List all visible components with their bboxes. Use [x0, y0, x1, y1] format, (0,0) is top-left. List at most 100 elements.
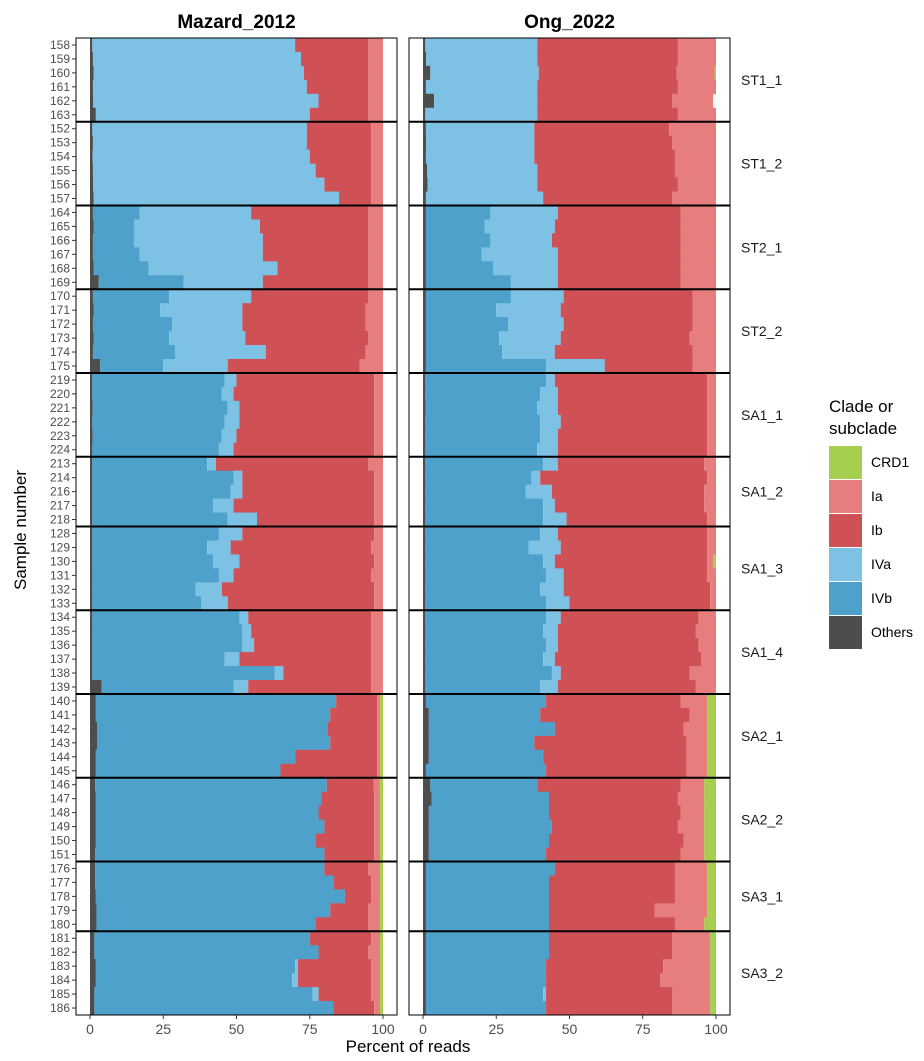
bar-segment-Mazard_2012-154-Ib [309, 149, 372, 165]
y-tick-label: 158 [50, 38, 70, 52]
x-tick-label: 50 [229, 1021, 245, 1037]
bar-segment-Ong_2022-165-Ia [680, 219, 716, 234]
bar-segment-Mazard_2012-184-Ia [371, 973, 381, 988]
bar-segment-Ong_2022-139-Others [423, 680, 426, 695]
bar-segment-Ong_2022-178-IVb [425, 889, 549, 904]
bar-segment-Mazard_2012-220-Ib [233, 386, 375, 402]
bar-segment-Ong_2022-172-IVa [507, 317, 564, 332]
y-tick-label: 216 [50, 485, 70, 499]
bar-segment-Ong_2022-218-IVb [425, 512, 544, 527]
bar-segment-Ong_2022-170-Ia [692, 289, 716, 304]
bar-segment-Ong_2022-220-IVa [540, 386, 558, 402]
y-tick-label: 148 [50, 806, 70, 820]
bar-segment-Ong_2022-217-Ib [554, 498, 705, 513]
bar-segment-Ong_2022-223-IVa [540, 428, 558, 444]
bar-segment-Ong_2022-157-IVa [425, 191, 544, 206]
bar-segment-Ong_2022-144-Ia [686, 749, 708, 765]
bar-segment-Ong_2022-134-Ia [698, 610, 716, 625]
bar-segment-Mazard_2012-223-Ia [374, 428, 383, 444]
bar-segment-Mazard_2012-149-Ia [374, 819, 381, 834]
bar-segment-Ong_2022-214-Ia [707, 470, 716, 486]
bar-segment-Mazard_2012-173-Ia [368, 331, 383, 346]
bar-segment-Mazard_2012-222-IVa [224, 414, 240, 430]
bar-segment-Ong_2022-168-Others [423, 261, 426, 276]
bar-segment-Ong_2022-214-IVb [425, 470, 532, 486]
bar-segment-Mazard_2012-138-IVa [274, 666, 284, 681]
bar-segment-Ong_2022-148-Others [423, 805, 429, 820]
bar-segment-Ong_2022-222-IVb [425, 414, 541, 430]
bar-segment-Mazard_2012-159-Ia [368, 51, 383, 67]
y-tick-label: 180 [50, 917, 70, 931]
bar-segment-Mazard_2012-172-IVb [92, 317, 173, 332]
bar-segment-Ong_2022-156-IVa [427, 177, 538, 192]
bar-segment-Mazard_2012-145-Ia [377, 763, 381, 779]
y-tick-label: 176 [50, 861, 70, 875]
bar-segment-Mazard_2012-133-IVb [92, 596, 202, 611]
bar-segment-Ong_2022-150-IVb [428, 833, 549, 848]
bar-segment-Mazard_2012-223-IVb [92, 428, 222, 444]
bar-segment-Ong_2022-141-Others [423, 707, 429, 723]
bar-segment-Ong_2022-151-Others [423, 847, 429, 862]
y-tick-label: 151 [50, 847, 70, 861]
bar-segment-Ong_2022-213-IVa [543, 456, 558, 472]
bar-segment-Mazard_2012-220-IVa [221, 386, 234, 402]
bar-segment-Mazard_2012-163-Ia [368, 107, 383, 123]
y-tick-label: 144 [50, 750, 70, 764]
bar-segment-Ong_2022-172-IVb [425, 317, 508, 332]
bar-segment-Mazard_2012-129-IVa [207, 540, 231, 555]
bar-segment-Ong_2022-219-IVb [425, 372, 547, 388]
bar-segment-Mazard_2012-181-CRD1 [380, 931, 383, 946]
bar-segment-Mazard_2012-184-IVb [95, 973, 293, 988]
bar-segment-Ong_2022-168-IVa [493, 261, 558, 276]
y-tick-label: 142 [50, 722, 70, 736]
bar-segment-Ong_2022-164-Ib [557, 205, 681, 220]
bar-segment-Mazard_2012-132-Ia [374, 582, 383, 597]
bar-segment-Mazard_2012-173-IVb [93, 331, 170, 346]
bar-segment-Ong_2022-174-IVb [425, 345, 503, 360]
bar-segment-Ong_2022-171-IVa [496, 303, 561, 318]
bar-segment-Mazard_2012-140-Ia [377, 693, 381, 709]
bar-segment-Ong_2022-214-Ib [540, 470, 708, 486]
bar-segment-Mazard_2012-185-CRD1 [380, 987, 383, 1002]
bar-segment-Mazard_2012-165-Others [90, 219, 94, 234]
bar-segment-Mazard_2012-152-IVa [92, 121, 307, 137]
bar-segment-Mazard_2012-151-Ia [374, 847, 381, 862]
bar-segment-Mazard_2012-136-IVb [92, 638, 243, 653]
bar-segment-Ong_2022-158-Ia [677, 38, 716, 53]
bar-segment-Mazard_2012-150-Ia [374, 833, 381, 848]
bar-segment-Mazard_2012-219-Ia [374, 372, 383, 388]
bar-segment-Ong_2022-180-Ia [674, 917, 705, 932]
y-tick-label: 153 [50, 136, 70, 150]
bar-segment-Mazard_2012-218-Ib [257, 512, 375, 527]
group-strip [733, 861, 790, 932]
bar-segment-Ong_2022-154-Ia [674, 149, 716, 165]
bar-segment-Ong_2022-131-Ib [563, 568, 708, 583]
bar-segment-Mazard_2012-149-Others [90, 819, 96, 834]
bar-segment-Ong_2022-162-Ia [672, 93, 714, 109]
group-label-ST1_1: ST1_1 [741, 72, 782, 88]
bar-segment-Ong_2022-135-Ia [695, 624, 716, 639]
bar-segment-Ong_2022-169-Ia [680, 275, 716, 290]
x-tick-label: 50 [562, 1021, 578, 1037]
bar-segment-Ong_2022-154-Ib [534, 149, 675, 165]
bar-segment-Mazard_2012-144-Others [90, 749, 96, 765]
bar-segment-Ong_2022-134-IVa [546, 610, 561, 625]
bar-segment-Mazard_2012-178-IVb [95, 889, 345, 904]
bar-segment-Ong_2022-171-Ia [692, 303, 716, 318]
bar-segment-Mazard_2012-217-Ia [374, 498, 383, 513]
bar-segment-Ong_2022-177-Ib [548, 875, 675, 890]
bar-segment-Mazard_2012-168-Others [90, 261, 94, 276]
y-tick-label: 147 [50, 792, 70, 806]
bar-segment-Mazard_2012-164-Ib [251, 205, 369, 220]
bar-segment-Mazard_2012-162-IVa [93, 93, 319, 109]
bar-segment-Mazard_2012-186-Others [90, 1001, 95, 1016]
bar-segment-Ong_2022-142-Others [423, 721, 429, 737]
bar-segment-Ong_2022-163-IVa [425, 107, 538, 123]
bar-segment-Ong_2022-147-Ib [548, 791, 678, 807]
bar-segment-Ong_2022-185-Ia [672, 987, 711, 1002]
bar-segment-Mazard_2012-134-IVa [239, 610, 249, 625]
bar-segment-Mazard_2012-160-Others [90, 65, 94, 81]
bar-segment-Ong_2022-163-Ib [537, 107, 678, 123]
bar-segment-Mazard_2012-156-Ib [324, 177, 372, 192]
